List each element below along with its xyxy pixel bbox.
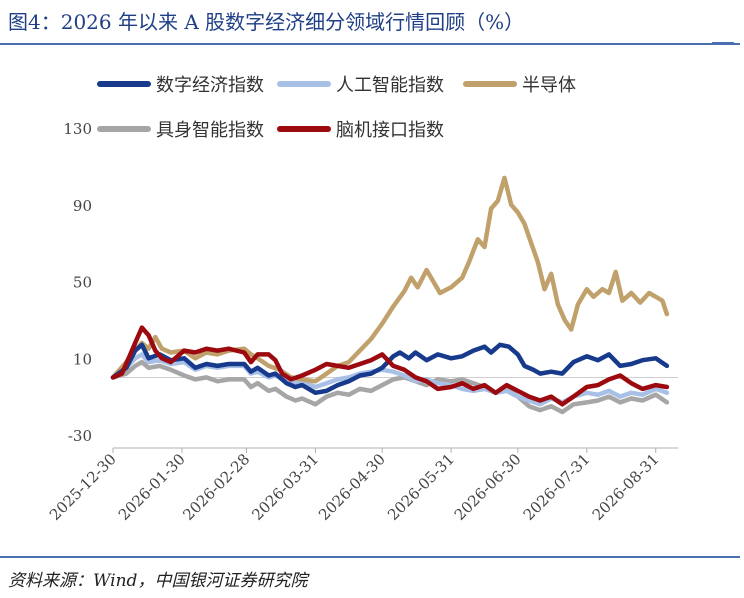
- legend-label: 半导体: [522, 75, 576, 96]
- legend-label: 具身智能指数: [156, 120, 264, 141]
- figure-title: 图4：2026 年以来 A 股数字经济细分领域行情回顾（%）: [8, 10, 525, 34]
- series-lines: [110, 175, 670, 415]
- x-tick-label: 2026-05-31: [384, 450, 458, 524]
- y-tick-label: -30: [68, 427, 92, 445]
- title-divider: [0, 43, 740, 45]
- x-tick-label: 2025-12-30: [46, 450, 120, 524]
- y-tick-label: 10: [73, 350, 92, 368]
- legend-label: 人工智能指数: [336, 75, 444, 96]
- y-tick-label: 50: [73, 274, 92, 292]
- x-tick-label: 2026-02-28: [179, 450, 253, 524]
- x-tick-label: 2026-04-30: [315, 450, 389, 524]
- source-note: 资料来源：Wind，中国银河证券研究院: [8, 571, 308, 591]
- series-line: [110, 342, 670, 396]
- x-tick-label: 2026-08-31: [589, 450, 663, 524]
- legend-label: 数字经济指数: [156, 75, 264, 96]
- title-divider-accent: [712, 42, 734, 45]
- x-tick-label: 2026-01-30: [115, 450, 189, 524]
- y-tick-label: 90: [73, 197, 92, 215]
- x-tick-label: 2026-07-31: [520, 450, 594, 524]
- footer-divider: [0, 556, 740, 558]
- x-axis-tick-labels: 2025-12-302026-01-302026-02-282026-03-31…: [46, 448, 663, 524]
- y-axis-tick-labels: -30 10 50 90 130: [63, 120, 92, 445]
- series-line: [110, 175, 670, 384]
- x-tick-label: 2026-03-31: [248, 450, 322, 524]
- legend-label: 脑机接口指数: [336, 120, 444, 141]
- y-tick-label: 130: [63, 120, 92, 138]
- series-line: [110, 325, 670, 407]
- x-tick-label: 2026-06-30: [451, 450, 525, 524]
- series-line: [110, 359, 670, 415]
